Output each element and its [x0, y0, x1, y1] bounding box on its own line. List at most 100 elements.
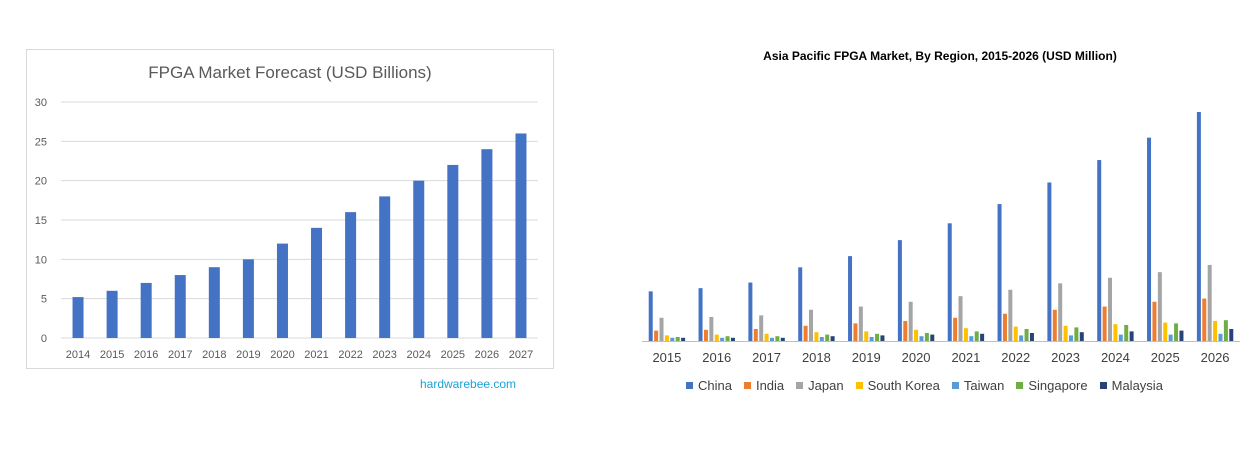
bar: [698, 288, 703, 341]
bar: [1002, 313, 1007, 341]
bar: [659, 317, 664, 341]
bar: [208, 267, 220, 338]
x-tick-label: 2019: [852, 350, 881, 365]
bar: [1068, 335, 1073, 341]
right-chart-title: Asia Pacific FPGA Market, By Region, 201…: [763, 49, 1117, 63]
legend-label: Malaysia: [1111, 378, 1163, 393]
bar: [72, 297, 84, 338]
legend-swatch: [951, 382, 959, 389]
x-tick-label: 2024: [407, 349, 431, 361]
bar: [1029, 332, 1034, 341]
x-tick-label: 2016: [702, 350, 731, 365]
bar: [769, 337, 774, 341]
legend-swatch: [686, 382, 693, 389]
bar: [515, 133, 527, 338]
x-tick-label: 2022: [1001, 350, 1030, 365]
x-tick-label: 2017: [752, 350, 781, 365]
bar: [1174, 323, 1179, 341]
bar: [974, 331, 979, 341]
bar: [980, 333, 985, 341]
bar: [1052, 309, 1057, 341]
bar: [714, 334, 719, 341]
bar: [908, 301, 913, 341]
x-tick-label: 2026: [1201, 350, 1230, 365]
bar: [1024, 328, 1029, 341]
bar: [1097, 160, 1102, 341]
bar: [140, 282, 152, 338]
bar: [730, 337, 735, 341]
x-tick-label: 2018: [202, 349, 226, 361]
bar: [897, 240, 902, 341]
bar: [1213, 320, 1218, 341]
legend-label: Singapore: [1028, 378, 1088, 393]
bar: [798, 267, 803, 341]
bar: [1074, 327, 1079, 341]
legend-label: Japan: [808, 378, 844, 393]
legend-item: China: [686, 378, 732, 393]
x-tick-label: 2015: [652, 350, 681, 365]
x-tick-label: 2021: [304, 349, 328, 361]
bar: [830, 336, 835, 341]
bar: [853, 323, 858, 341]
bar: [1223, 320, 1228, 341]
watermark-text: hardwarebee.com: [420, 377, 517, 391]
bar: [1058, 283, 1063, 341]
bar: [654, 330, 659, 341]
right-chart-legend: China India Japan South Korea Taiwan Singapor…: [686, 378, 1163, 393]
bar: [720, 337, 725, 341]
bar: [1063, 325, 1068, 341]
bar: [803, 325, 808, 341]
bar: [880, 335, 885, 341]
bar: [1168, 334, 1173, 341]
bar: [1047, 182, 1052, 341]
y-tick-label: 0: [41, 333, 47, 345]
x-tick-label: 2021: [951, 350, 980, 365]
bar: [1129, 331, 1134, 341]
legend-item: Malaysia: [1099, 378, 1163, 393]
y-tick-label: 20: [35, 176, 47, 188]
bar: [1202, 298, 1207, 341]
x-tick-label: 2023: [1051, 350, 1080, 365]
y-tick-label: 15: [35, 215, 47, 227]
bar: [1008, 289, 1013, 341]
bar: [903, 320, 908, 341]
bar: [725, 336, 730, 341]
x-tick-label: 2025: [1151, 350, 1180, 365]
bar: [1102, 306, 1107, 341]
bar: [809, 309, 814, 341]
legend-label: Taiwan: [963, 378, 1005, 393]
x-tick-label: 2024: [1101, 350, 1130, 365]
bar: [345, 212, 357, 338]
bar: [681, 337, 686, 341]
left-chart-title: FPGA Market Forecast (USD Billions): [148, 63, 432, 82]
bar: [775, 336, 780, 341]
bar: [753, 328, 758, 341]
y-tick-label: 5: [41, 294, 47, 306]
bar: [703, 329, 708, 341]
x-tick-label: 2025: [441, 349, 465, 361]
bar: [825, 334, 830, 341]
legend-swatch: [743, 382, 751, 389]
bar: [664, 335, 669, 341]
bar: [481, 149, 493, 338]
legend-label: India: [755, 378, 785, 393]
legend-item: Japan: [796, 378, 844, 393]
bar: [648, 291, 653, 341]
bar: [1179, 330, 1184, 341]
y-tick-label: 10: [35, 254, 47, 266]
x-tick-label: 2026: [475, 349, 499, 361]
bar: [675, 336, 680, 341]
bar: [780, 337, 785, 341]
bar: [869, 336, 874, 341]
bar: [1163, 322, 1168, 341]
bar: [1124, 324, 1129, 341]
bar: [413, 180, 425, 338]
x-tick-label: 2018: [802, 350, 831, 365]
x-tick-label: 2022: [338, 349, 362, 361]
bar: [814, 332, 819, 341]
bar: [1157, 272, 1162, 341]
legend-swatch: [855, 382, 863, 389]
x-tick-label: 2023: [372, 349, 396, 361]
bar: [958, 296, 963, 341]
x-tick-label: 2019: [236, 349, 260, 361]
